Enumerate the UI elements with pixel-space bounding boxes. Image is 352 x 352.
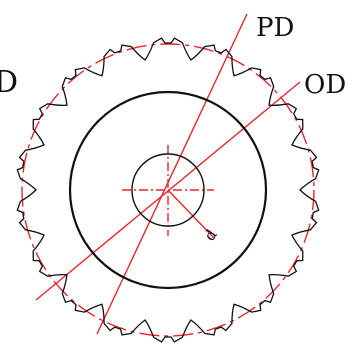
sprocket-teeth — [16, 37, 320, 343]
pd-label: PD — [256, 13, 294, 43]
bore-circle — [131, 153, 205, 227]
sprocket-outline — [16, 37, 320, 343]
bore-diameter-line — [167, 189, 215, 239]
hub-circle — [68, 90, 268, 290]
outside-diameter-circle — [21, 43, 315, 337]
reference-geometry — [21, 13, 315, 337]
bore-d-label: d — [201, 226, 221, 245]
pitch-diameter-line — [96, 13, 248, 335]
od-label: OD — [304, 70, 346, 100]
left-fragment-label: D — [0, 65, 18, 100]
